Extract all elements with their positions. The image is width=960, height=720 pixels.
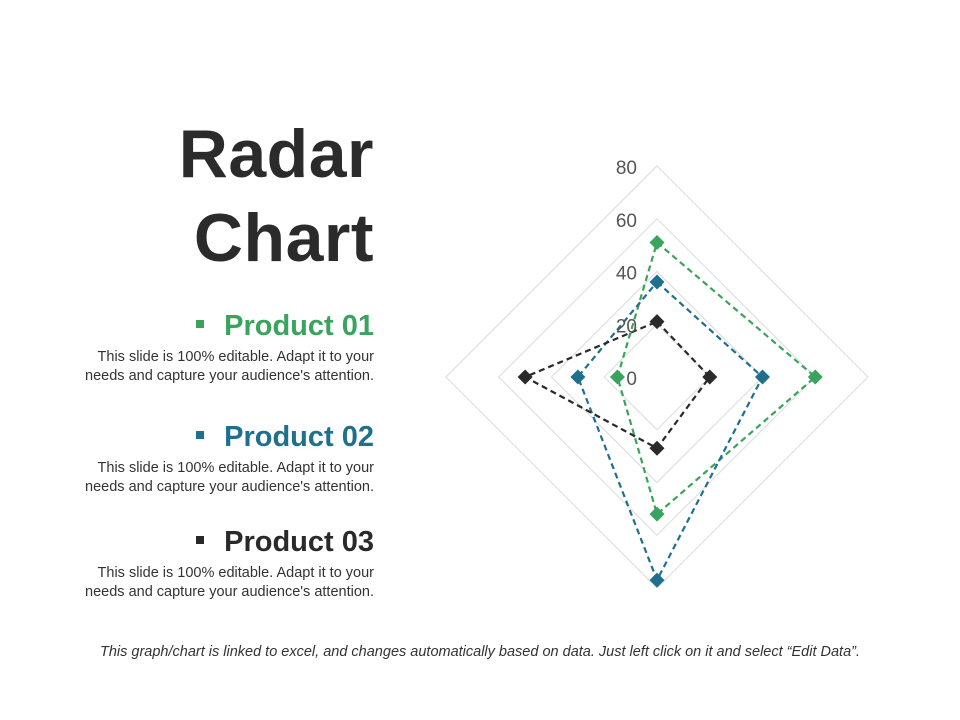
grid-ring-60 bbox=[498, 218, 816, 536]
series-line-1 bbox=[616, 240, 817, 517]
series-2-point-2 bbox=[755, 369, 770, 385]
square-bullet-icon bbox=[196, 431, 205, 440]
square-bullet-icon bbox=[196, 536, 205, 545]
product-03-name: Product 03 bbox=[224, 526, 374, 558]
product-02-name: Product 02 bbox=[224, 421, 374, 453]
series-1-point-3 bbox=[649, 506, 665, 522]
grid-ring-80 bbox=[445, 165, 869, 589]
product-01-description: This slide is 100% editable. Adapt it to… bbox=[40, 348, 374, 386]
tick-label-40: 40 bbox=[616, 264, 637, 285]
title-line-1: Radar bbox=[178, 116, 374, 192]
product-02-block: Product 02 This slide is 100% editable. … bbox=[40, 419, 374, 497]
series-1-point-1 bbox=[649, 234, 665, 250]
page-title: Radar Chart bbox=[100, 112, 374, 280]
tick-label-20: 20 bbox=[616, 316, 637, 337]
series-3-point-3 bbox=[649, 440, 665, 456]
product-03-description: This slide is 100% editable. Adapt it to… bbox=[40, 564, 374, 602]
series-1-point-2 bbox=[807, 369, 823, 385]
series-3-point-1 bbox=[649, 314, 665, 330]
radar-chart: 0 20 40 60 80 bbox=[445, 158, 869, 589]
series-3-point-2 bbox=[702, 369, 718, 385]
product-02-heading: Product 02 bbox=[40, 419, 374, 455]
product-02-desc-line-1: This slide is 100% editable. Adapt it to… bbox=[97, 460, 374, 476]
product-01-name: Product 01 bbox=[224, 310, 374, 342]
product-02-desc-line-2: needs and capture your audience's attent… bbox=[85, 479, 374, 495]
series-2-point-3 bbox=[649, 572, 665, 588]
product-03-block: Product 03 This slide is 100% editable. … bbox=[40, 524, 374, 602]
product-02-description: This slide is 100% editable. Adapt it to… bbox=[40, 459, 374, 497]
product-03-heading: Product 03 bbox=[40, 524, 374, 560]
series-3-point-4 bbox=[517, 369, 533, 385]
tick-label-80: 80 bbox=[616, 158, 637, 179]
series-1-point-4 bbox=[609, 369, 625, 385]
tick-label-60: 60 bbox=[616, 211, 637, 232]
product-01-heading: Product 01 bbox=[40, 308, 374, 344]
product-01-block: Product 01 This slide is 100% editable. … bbox=[40, 308, 374, 386]
grid-ring-40 bbox=[550, 270, 764, 484]
product-03-desc-line-1: This slide is 100% editable. Adapt it to… bbox=[97, 565, 374, 581]
product-01-desc-line-1: This slide is 100% editable. Adapt it to… bbox=[97, 349, 374, 365]
square-bullet-icon bbox=[196, 320, 205, 329]
series-2-point-1 bbox=[649, 274, 665, 290]
tick-label-0: 0 bbox=[626, 369, 637, 390]
product-03-desc-line-2: needs and capture your audience's attent… bbox=[85, 584, 374, 600]
title-line-2: Chart bbox=[193, 200, 374, 276]
footer-note: This graph/chart is linked to excel, and… bbox=[99, 644, 861, 660]
series-line-3 bbox=[522, 320, 712, 450]
series-2-point-4 bbox=[570, 369, 586, 385]
product-01-desc-line-2: needs and capture your audience's attent… bbox=[85, 368, 374, 384]
